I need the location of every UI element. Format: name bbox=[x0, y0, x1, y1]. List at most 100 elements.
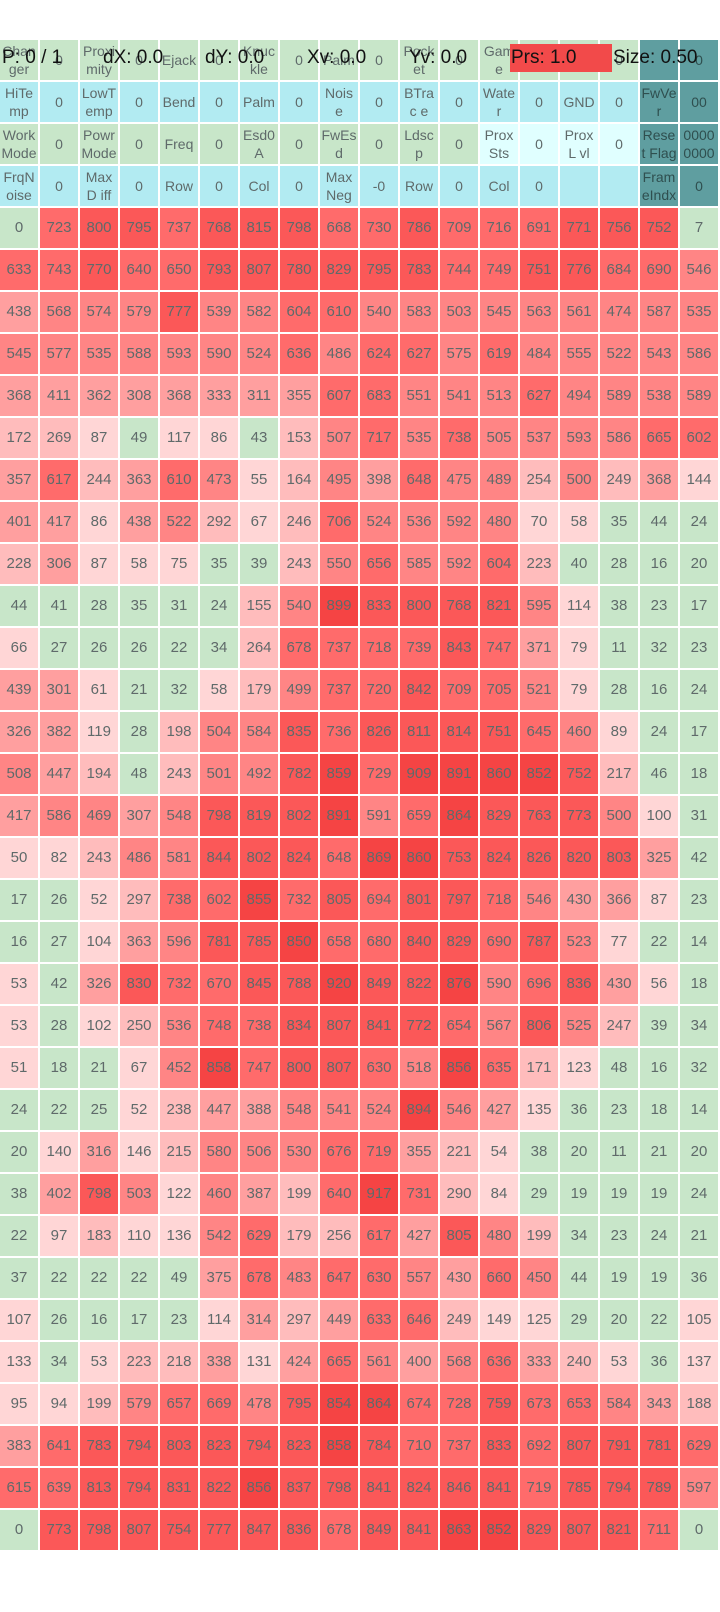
sensor-value-cell: 495 bbox=[320, 460, 358, 500]
sensor-value-cell: 691 bbox=[520, 208, 558, 248]
sensor-value-cell: 32 bbox=[680, 1048, 718, 1088]
sensor-value-cell: 194 bbox=[80, 754, 118, 794]
sensor-value-cell: 561 bbox=[360, 1342, 398, 1382]
sensor-value-cell: 540 bbox=[360, 292, 398, 332]
header-cell: 0 bbox=[280, 40, 318, 80]
sensor-value-cell: 494 bbox=[560, 376, 598, 416]
sensor-value-cell: 492 bbox=[240, 754, 278, 794]
sensor-value-cell: 199 bbox=[80, 1384, 118, 1424]
header-cell: 0 bbox=[40, 166, 78, 206]
sensor-value-cell: 452 bbox=[160, 1048, 198, 1088]
sensor-value-cell: 483 bbox=[280, 1258, 318, 1298]
sensor-value-cell: 837 bbox=[280, 1468, 318, 1508]
sensor-value-cell: 198 bbox=[160, 712, 198, 752]
header-cell: Freq bbox=[160, 124, 198, 164]
sensor-value-cell: 538 bbox=[640, 376, 678, 416]
sensor-value-cell: 20 bbox=[680, 544, 718, 584]
sensor-value-cell: 133 bbox=[0, 1342, 38, 1382]
sensor-value-cell: 591 bbox=[360, 796, 398, 836]
sensor-value-cell: 577 bbox=[40, 334, 78, 374]
sensor-value-cell: 676 bbox=[320, 1132, 358, 1172]
sensor-value-cell: 366 bbox=[600, 880, 638, 920]
sensor-value-cell: 797 bbox=[440, 880, 478, 920]
sensor-value-cell: 417 bbox=[40, 502, 78, 542]
sensor-value-cell: 388 bbox=[240, 1090, 278, 1130]
sensor-value-cell: 840 bbox=[400, 922, 438, 962]
sensor-value-cell: 834 bbox=[280, 1006, 318, 1046]
sensor-value-cell: 835 bbox=[280, 712, 318, 752]
sensor-value-cell: 785 bbox=[560, 1468, 598, 1508]
sensor-value-cell: 800 bbox=[400, 586, 438, 626]
sensor-value-cell: 27 bbox=[40, 922, 78, 962]
sensor-value-cell: 37 bbox=[0, 1258, 38, 1298]
sensor-value-cell: 53 bbox=[80, 1342, 118, 1382]
status-bar: P: 0 / 1 dX: 0.0 dY: 0.0 Xv: 0.0 Yv: 0.0… bbox=[0, 40, 720, 76]
sensor-value-cell: 20 bbox=[0, 1132, 38, 1172]
sensor-value-cell: 475 bbox=[440, 460, 478, 500]
sensor-value-cell: 629 bbox=[240, 1216, 278, 1256]
sensor-value-cell: 29 bbox=[520, 1174, 558, 1214]
sensor-value-cell: 752 bbox=[560, 754, 598, 794]
sensor-value-cell: 678 bbox=[280, 628, 318, 668]
sensor-value-cell: 550 bbox=[320, 544, 358, 584]
sensor-value-cell: 325 bbox=[640, 838, 678, 878]
sensor-value-cell: 24 bbox=[680, 1174, 718, 1214]
sensor-value-cell: 791 bbox=[600, 1426, 638, 1466]
sensor-value-cell: 22 bbox=[640, 1300, 678, 1340]
sensor-value-cell: 794 bbox=[120, 1426, 158, 1466]
sensor-value-cell: 35 bbox=[600, 502, 638, 542]
sensor-value-cell: 656 bbox=[360, 544, 398, 584]
sensor-value-cell: 117 bbox=[160, 418, 198, 458]
sensor-value-cell: 42 bbox=[40, 964, 78, 1004]
sensor-value-cell: 52 bbox=[80, 880, 118, 920]
sensor-value-cell: 27 bbox=[40, 628, 78, 668]
sensor-value-cell: 17 bbox=[120, 1300, 158, 1340]
sensor-value-cell: 849 bbox=[360, 1510, 398, 1550]
sensor-value-cell: 427 bbox=[480, 1090, 518, 1130]
sensor-value-cell: 18 bbox=[40, 1048, 78, 1088]
sensor-value-cell: 51 bbox=[0, 1048, 38, 1088]
sensor-value-cell: 826 bbox=[520, 838, 558, 878]
sensor-value-cell: 541 bbox=[440, 376, 478, 416]
sensor-value-cell: 125 bbox=[520, 1300, 558, 1340]
sensor-value-cell: 719 bbox=[360, 1132, 398, 1172]
sensor-value-cell: 781 bbox=[200, 922, 238, 962]
sensor-value-cell: 449 bbox=[320, 1300, 358, 1340]
sensor-value-cell: 705 bbox=[480, 670, 518, 710]
sensor-value-cell: 718 bbox=[360, 628, 398, 668]
header-cell bbox=[640, 40, 678, 80]
sensor-value-cell: 316 bbox=[80, 1132, 118, 1172]
sensor-value-cell: 860 bbox=[480, 754, 518, 794]
sensor-value-cell: 524 bbox=[360, 1090, 398, 1130]
header-cell: LowT emp bbox=[80, 82, 118, 122]
sensor-value-cell: 567 bbox=[480, 1006, 518, 1046]
sensor-value-cell: 95 bbox=[0, 1384, 38, 1424]
header-cell: 0 bbox=[120, 166, 158, 206]
sensor-value-cell: 820 bbox=[560, 838, 598, 878]
header-cell: 0 bbox=[440, 124, 478, 164]
sensor-value-cell: 518 bbox=[400, 1048, 438, 1088]
sensor-value-cell: 635 bbox=[480, 1048, 518, 1088]
header-cell: 0 bbox=[280, 82, 318, 122]
sensor-value-cell: 56 bbox=[640, 964, 678, 1004]
sensor-value-cell: 500 bbox=[600, 796, 638, 836]
sensor-value-cell: 665 bbox=[640, 418, 678, 458]
sensor-value-cell: 542 bbox=[200, 1216, 238, 1256]
sensor-value-cell: 690 bbox=[640, 250, 678, 290]
sensor-value-cell: 401 bbox=[0, 502, 38, 542]
sensor-value-cell: 782 bbox=[280, 754, 318, 794]
sensor-value-cell: 636 bbox=[480, 1342, 518, 1382]
sensor-value-cell: 326 bbox=[80, 964, 118, 1004]
sensor-value-cell: 730 bbox=[360, 208, 398, 248]
sensor-value-cell: 627 bbox=[520, 376, 558, 416]
sensor-value-cell: 807 bbox=[240, 250, 278, 290]
sensor-value-cell: 66 bbox=[0, 628, 38, 668]
sensor-value-cell: 660 bbox=[480, 1258, 518, 1298]
sensor-value-cell: 375 bbox=[200, 1258, 238, 1298]
sensor-value-cell: 460 bbox=[200, 1174, 238, 1214]
sensor-value-cell: 674 bbox=[400, 1384, 438, 1424]
velocity-x: Xv: 0.0 bbox=[307, 47, 367, 68]
sensor-value-cell: 110 bbox=[120, 1216, 158, 1256]
sensor-value-cell: 728 bbox=[440, 1384, 478, 1424]
sensor-value-cell: 773 bbox=[560, 796, 598, 836]
